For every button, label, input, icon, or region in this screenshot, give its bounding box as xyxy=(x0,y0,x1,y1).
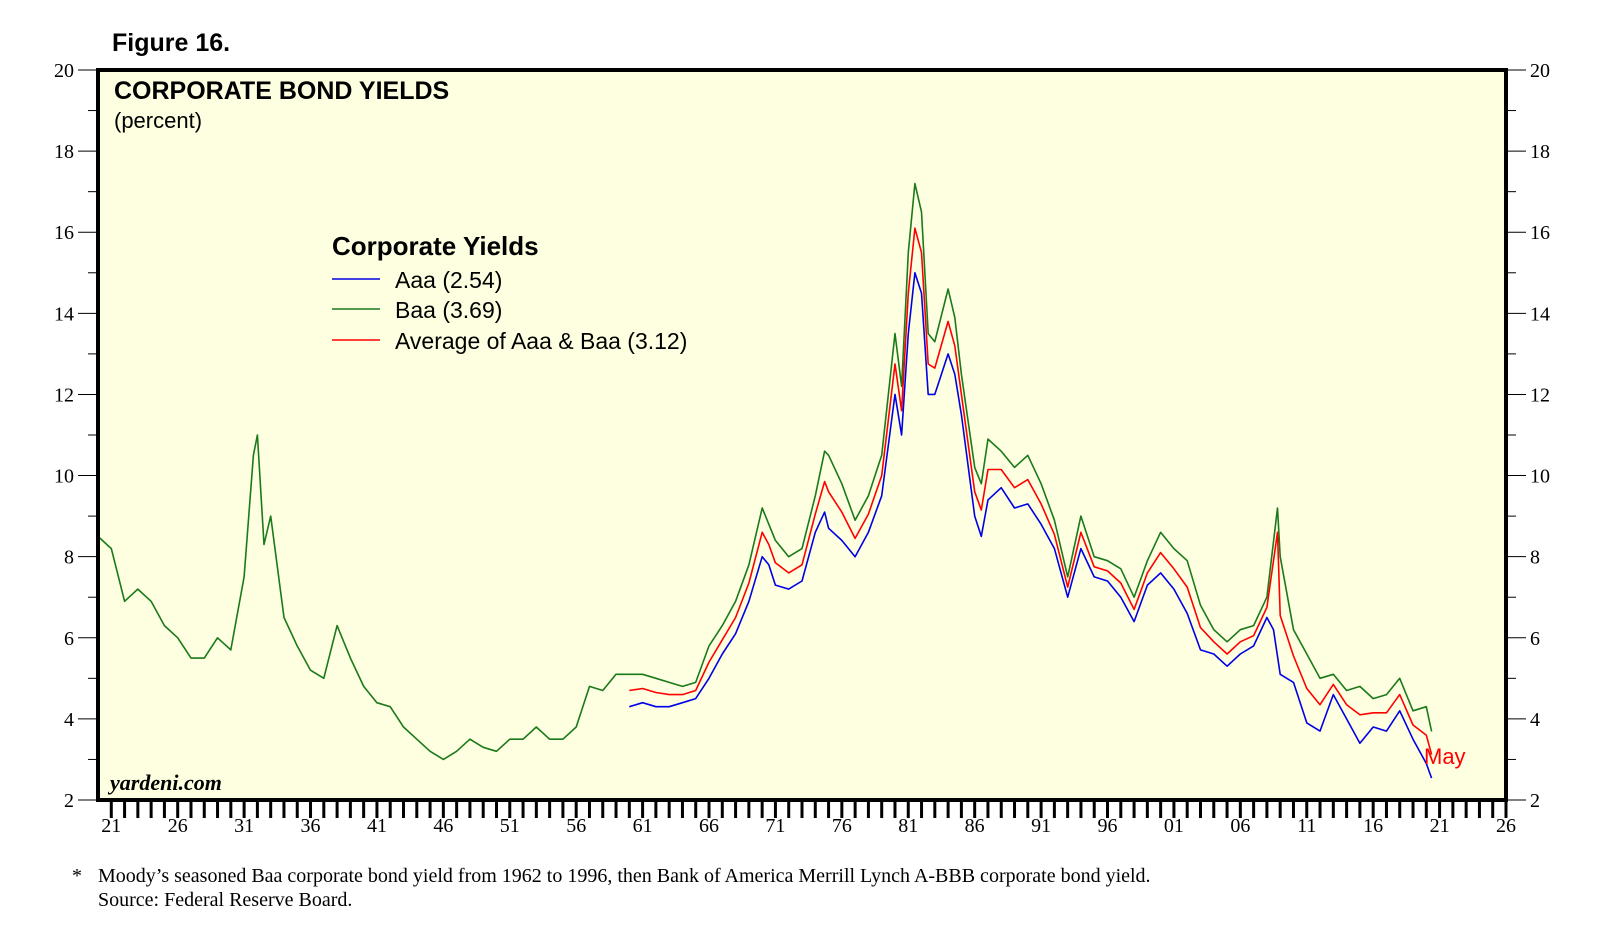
legend-title: Corporate Yields xyxy=(332,231,539,261)
footnote-marker: * xyxy=(72,865,82,887)
y-axis-left: 2 4 6 8 10 12 14 16 18 20 xyxy=(54,60,74,812)
y-tick-label-left: 12 xyxy=(54,384,74,406)
y-tick-label-right: 20 xyxy=(1530,60,1550,82)
footnote-text: Moody’s seasoned Baa corporate bond yiel… xyxy=(98,865,1151,887)
series-line-aaa xyxy=(629,272,1433,779)
y-tick-label-left: 10 xyxy=(54,466,74,488)
series-line-average xyxy=(629,227,1433,755)
x-tick-label: 56 xyxy=(566,815,586,837)
y-tick-label-right: 8 xyxy=(1530,547,1540,569)
x-tick-label: 21 xyxy=(1430,815,1450,837)
legend: Corporate Yields Aaa (2.54) Baa (3.69) A… xyxy=(332,231,687,354)
y-tick-label-left: 2 xyxy=(64,790,74,812)
x-tick-label: 71 xyxy=(765,815,785,837)
x-tick-label: 06 xyxy=(1230,815,1250,837)
x-tick-label: 26 xyxy=(1496,815,1516,837)
end-annotation-may: May xyxy=(1424,744,1466,769)
x-tick-label: 31 xyxy=(234,815,254,837)
x-tick-label: 66 xyxy=(699,815,719,837)
y-tick-label-right: 12 xyxy=(1530,384,1550,406)
x-tick-label: 41 xyxy=(367,815,387,837)
watermark: yardeni.com xyxy=(107,770,222,795)
plot-frame xyxy=(96,68,1508,802)
legend-label-average: Average of Aaa & Baa (3.12) xyxy=(395,328,687,354)
y-tick-label-left: 6 xyxy=(64,628,74,650)
x-tick-label: 61 xyxy=(633,815,653,837)
x-tick-label: 26 xyxy=(168,815,188,837)
legend-label-baa: Baa (3.69) xyxy=(395,297,502,323)
x-tick-label: 36 xyxy=(301,815,321,837)
x-tick-label: 46 xyxy=(433,815,453,837)
y-tick-label-left: 16 xyxy=(54,222,74,244)
x-tick-label: 11 xyxy=(1297,815,1316,837)
y-tick-label-left: 4 xyxy=(64,709,74,731)
legend-label-aaa: Aaa (2.54) xyxy=(395,267,502,293)
y-tick-label-left: 8 xyxy=(64,547,74,569)
y-tick-label-right: 16 xyxy=(1530,222,1550,244)
x-tick-label: 51 xyxy=(500,815,520,837)
y-tick-label-right: 2 xyxy=(1530,790,1540,812)
series-line-baa xyxy=(97,182,1433,761)
y-tick-label-right: 14 xyxy=(1530,303,1550,325)
y-tick-label-right: 6 xyxy=(1530,628,1540,650)
x-tick-label: 76 xyxy=(832,815,852,837)
source-text: Source: Federal Reserve Board. xyxy=(98,889,352,911)
series-layer xyxy=(97,182,1433,779)
chart-title: CORPORATE BOND YIELDS xyxy=(114,77,449,105)
x-tick-label: 91 xyxy=(1031,815,1051,837)
x-tick-label: 81 xyxy=(898,815,918,837)
y-tick-label-left: 20 xyxy=(54,60,74,82)
y-axis-right: 2 4 6 8 10 12 14 16 18 20 xyxy=(1530,60,1550,812)
x-tick-label: 86 xyxy=(965,815,985,837)
y-tick-label-left: 14 xyxy=(54,303,74,325)
x-tick-label: 01 xyxy=(1164,815,1184,837)
x-axis: 21 26 31 36 41 46 51 56 61 66 71 76 81 86 91 96 01 06 11 16… xyxy=(101,815,1516,837)
y-tick-label-left: 18 xyxy=(54,141,74,163)
y-tick-label-right: 10 xyxy=(1530,466,1550,488)
axis-ticks xyxy=(78,69,1526,818)
x-tick-label: 16 xyxy=(1363,815,1383,837)
x-tick-label: 96 xyxy=(1098,815,1118,837)
y-tick-label-right: 4 xyxy=(1530,709,1540,731)
x-tick-label: 21 xyxy=(101,815,121,837)
figure-label: Figure 16. xyxy=(112,29,230,57)
plot-area xyxy=(98,70,1506,800)
y-tick-label-right: 18 xyxy=(1530,141,1550,163)
chart-subtitle: (percent) xyxy=(114,108,202,133)
